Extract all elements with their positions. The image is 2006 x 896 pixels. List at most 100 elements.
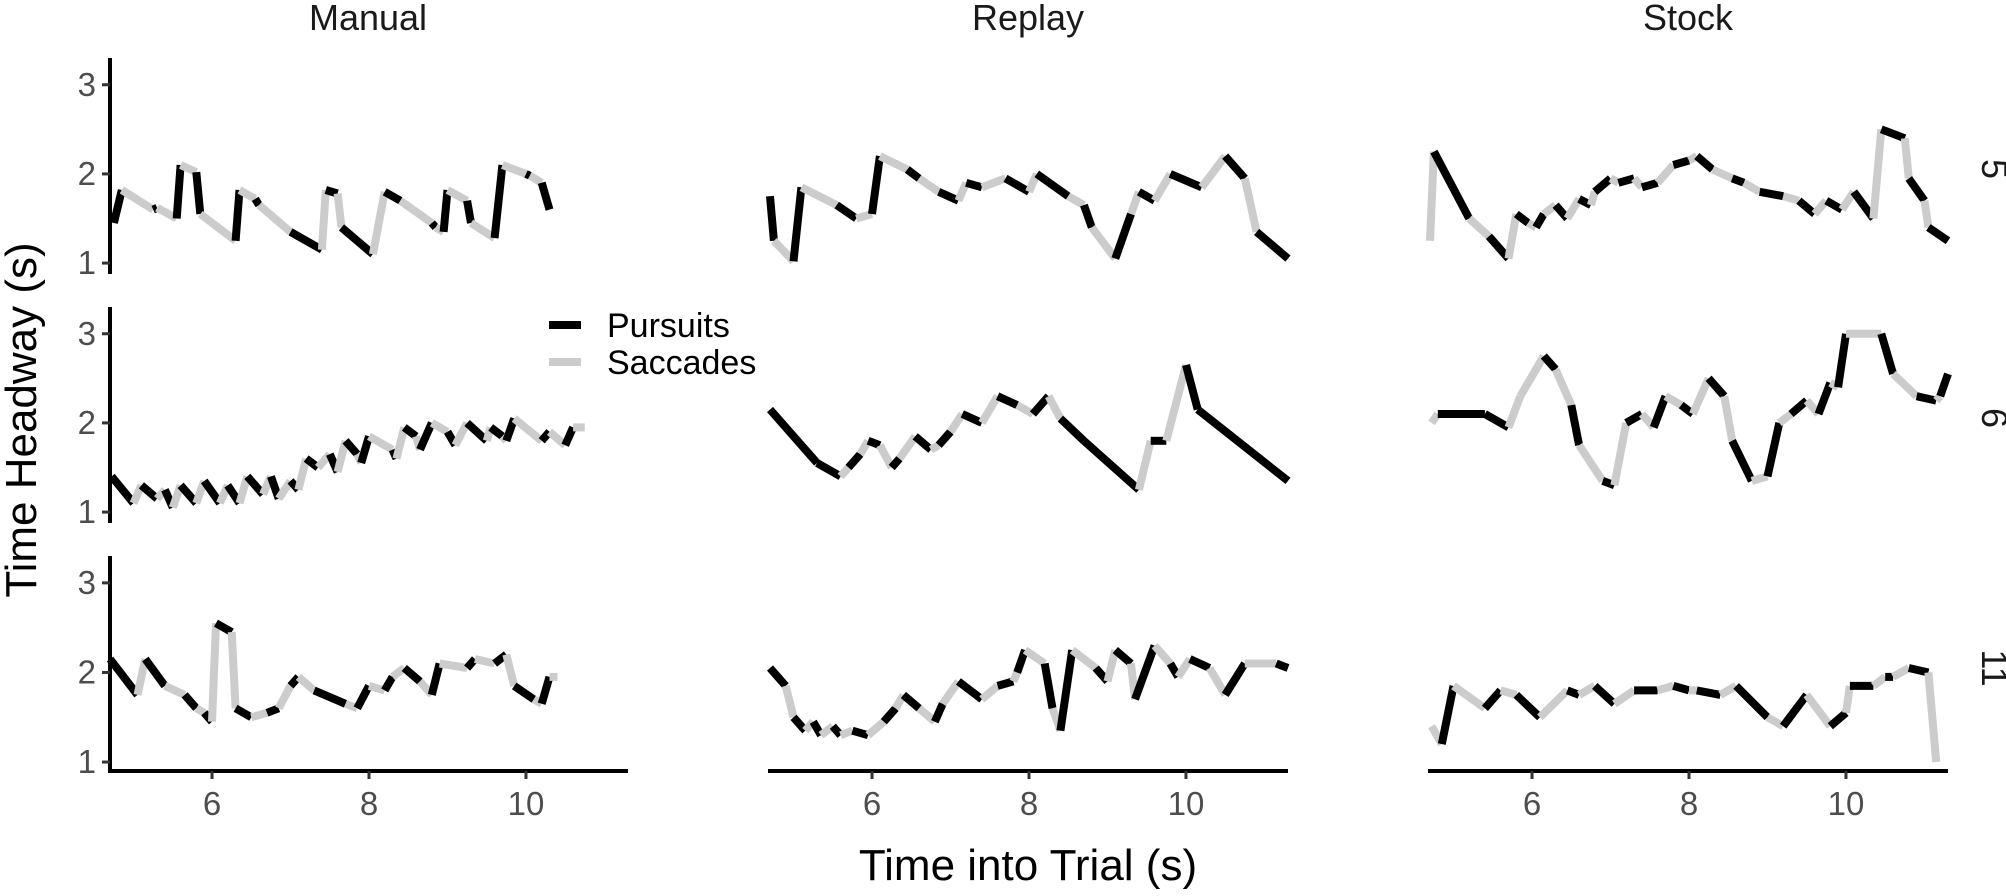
pursuit-segment: [463, 200, 475, 224]
saccade-segment: [1151, 171, 1174, 203]
pursuit-segment: [1003, 174, 1031, 196]
pursuit-segment: [1081, 437, 1142, 493]
saccade-segment: [1782, 192, 1801, 205]
pursuit-segment: [381, 674, 396, 693]
saccade-segment: [1891, 664, 1911, 681]
pursuit-segment: [1111, 212, 1135, 260]
pursuit-segment: [888, 455, 903, 471]
saccade-segment: [1426, 151, 1438, 241]
saccade-segment: [527, 172, 544, 187]
saccade-segment: [468, 219, 497, 242]
saccade-segment: [367, 432, 395, 454]
y-tick-label: 1: [78, 743, 96, 780]
pursuit-segment: [488, 424, 505, 440]
pursuit-segment: [912, 433, 934, 453]
pursuit-segment: [324, 186, 339, 198]
saccade-segment: [250, 708, 269, 722]
x-axis-title: Time into Trial (s): [859, 841, 1197, 890]
pursuit-segment: [1788, 397, 1810, 418]
saccade-segment: [500, 161, 528, 178]
saccade-segment: [511, 415, 545, 444]
pursuit-segment: [1482, 410, 1511, 431]
pursuit-segment: [288, 228, 324, 254]
saccade-segment: [896, 433, 919, 461]
saccade-segment: [856, 438, 872, 457]
saccade-segment: [799, 183, 839, 209]
saccade-segment: [1451, 682, 1488, 712]
saccade-segment: [839, 726, 854, 739]
saccade-segment: [781, 684, 798, 719]
saccade-segment: [1687, 152, 1699, 164]
pursuit-segment: [110, 189, 126, 224]
row-label-11: 11: [1974, 649, 2006, 686]
saccade-segment: [1174, 656, 1194, 680]
pursuit-segment: [965, 178, 984, 192]
pursuit-segment: [1907, 664, 1930, 677]
pursuit-segment: [1694, 153, 1716, 173]
pursuit-segment: [511, 682, 537, 703]
pursuit-segment: [416, 421, 436, 452]
pursuit-segment: [880, 705, 899, 725]
pursuit-segment: [789, 186, 806, 262]
pursuit-segment: [401, 424, 419, 440]
pursuit-segment: [1824, 197, 1844, 214]
y-tick-label: 1: [78, 493, 96, 530]
saccade-segment: [1870, 673, 1888, 690]
pursuit-segment: [561, 425, 577, 447]
panel-replay-6: [766, 363, 1291, 493]
pursuit-segment: [1080, 203, 1096, 229]
pursuit-segment: [181, 692, 200, 711]
pursuit-segment: [524, 170, 532, 180]
saccade-segment: [133, 658, 150, 696]
saccade-segment: [1920, 200, 1933, 228]
saccade-segment: [1811, 198, 1830, 217]
pursuit-segment: [1057, 415, 1087, 444]
column-strip-labels: Manual Replay Stock: [309, 0, 1734, 38]
pursuit-segment: [1705, 375, 1728, 399]
pursuit-segment: [1877, 332, 1897, 376]
saccade-segment: [317, 189, 330, 250]
saccade-segment: [1631, 175, 1645, 190]
pursuit-segment: [1730, 174, 1746, 187]
panel-manual-6: [108, 415, 585, 510]
saccade-segment: [1689, 376, 1713, 416]
pursuit-segment: [1131, 644, 1159, 701]
saccade-segment: [1577, 682, 1597, 699]
pursuit-segment: [1222, 153, 1248, 182]
saccade-segment: [1765, 713, 1786, 730]
pursuit-segment: [935, 429, 954, 448]
pursuit-segment: [1728, 439, 1756, 483]
saccade-segment: [1240, 177, 1261, 233]
pursuit-segment: [537, 675, 554, 705]
x-tick-label: 6: [1523, 785, 1541, 822]
saccade-segment: [119, 186, 156, 213]
pursuit-segment: [439, 189, 452, 233]
saccade-segment: [1499, 686, 1518, 699]
saccade-segment: [237, 186, 258, 203]
pursuit-segment: [1188, 655, 1212, 672]
legend-label-saccades: Saccades: [607, 344, 756, 382]
saccade-segment: [978, 394, 1002, 425]
pursuit-segment: [931, 702, 947, 724]
x-tick-label: 10: [508, 785, 545, 822]
pursuit-segment: [766, 406, 821, 466]
saccade-segment: [295, 673, 317, 694]
y-tick-label: 2: [78, 155, 96, 192]
x-tick-label: 10: [1168, 785, 1205, 822]
pursuit-segment: [1540, 353, 1559, 373]
pursuit-segment: [996, 677, 1015, 690]
pursuit-segment: [1758, 187, 1784, 201]
saccade-segment: [275, 684, 295, 711]
panel-replay-5: [766, 152, 1291, 265]
pursuit-segment: [1567, 404, 1584, 446]
pursuit-segment: [1430, 149, 1473, 221]
saccade-segment: [1750, 472, 1769, 485]
y-tick-label: 3: [78, 564, 96, 601]
pursuit-segment: [766, 665, 789, 689]
saccade-segment: [1869, 128, 1886, 219]
pursuit-segment: [353, 684, 373, 711]
saccade-segment: [1741, 179, 1762, 196]
panel-stock-5: [1426, 125, 1951, 262]
pursuit-segment: [1640, 178, 1659, 192]
pursuit-segment: [287, 674, 302, 689]
